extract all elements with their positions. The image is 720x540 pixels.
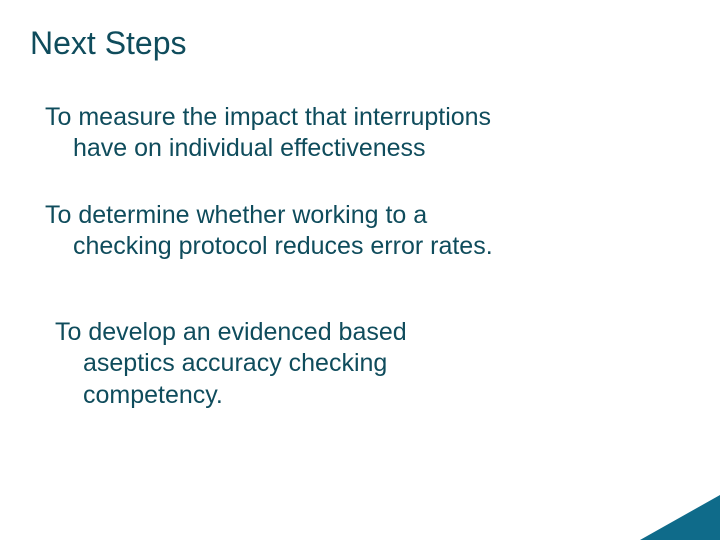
- paragraph-3-line-3: competency.: [83, 380, 690, 411]
- slide: Next Steps To measure the impact that in…: [0, 0, 720, 540]
- paragraph-1: To measure the impact that interruptions…: [45, 102, 690, 165]
- paragraph-3-line-2: aseptics accuracy checking: [83, 348, 690, 379]
- paragraph-3: To develop an evidenced based aseptics a…: [55, 317, 690, 411]
- paragraph-1-line-1: To measure the impact that interruptions: [45, 102, 690, 133]
- paragraph-1-line-2: have on individual effectiveness: [73, 133, 690, 164]
- paragraph-2: To determine whether working to a checki…: [45, 200, 690, 263]
- paragraph-3-line-1: To develop an evidenced based: [55, 317, 690, 348]
- paragraph-2-line-1: To determine whether working to a: [45, 200, 690, 231]
- paragraph-2-line-2: checking protocol reduces error rates.: [73, 231, 690, 262]
- slide-title: Next Steps: [30, 25, 690, 62]
- corner-accent-triangle: [640, 495, 720, 540]
